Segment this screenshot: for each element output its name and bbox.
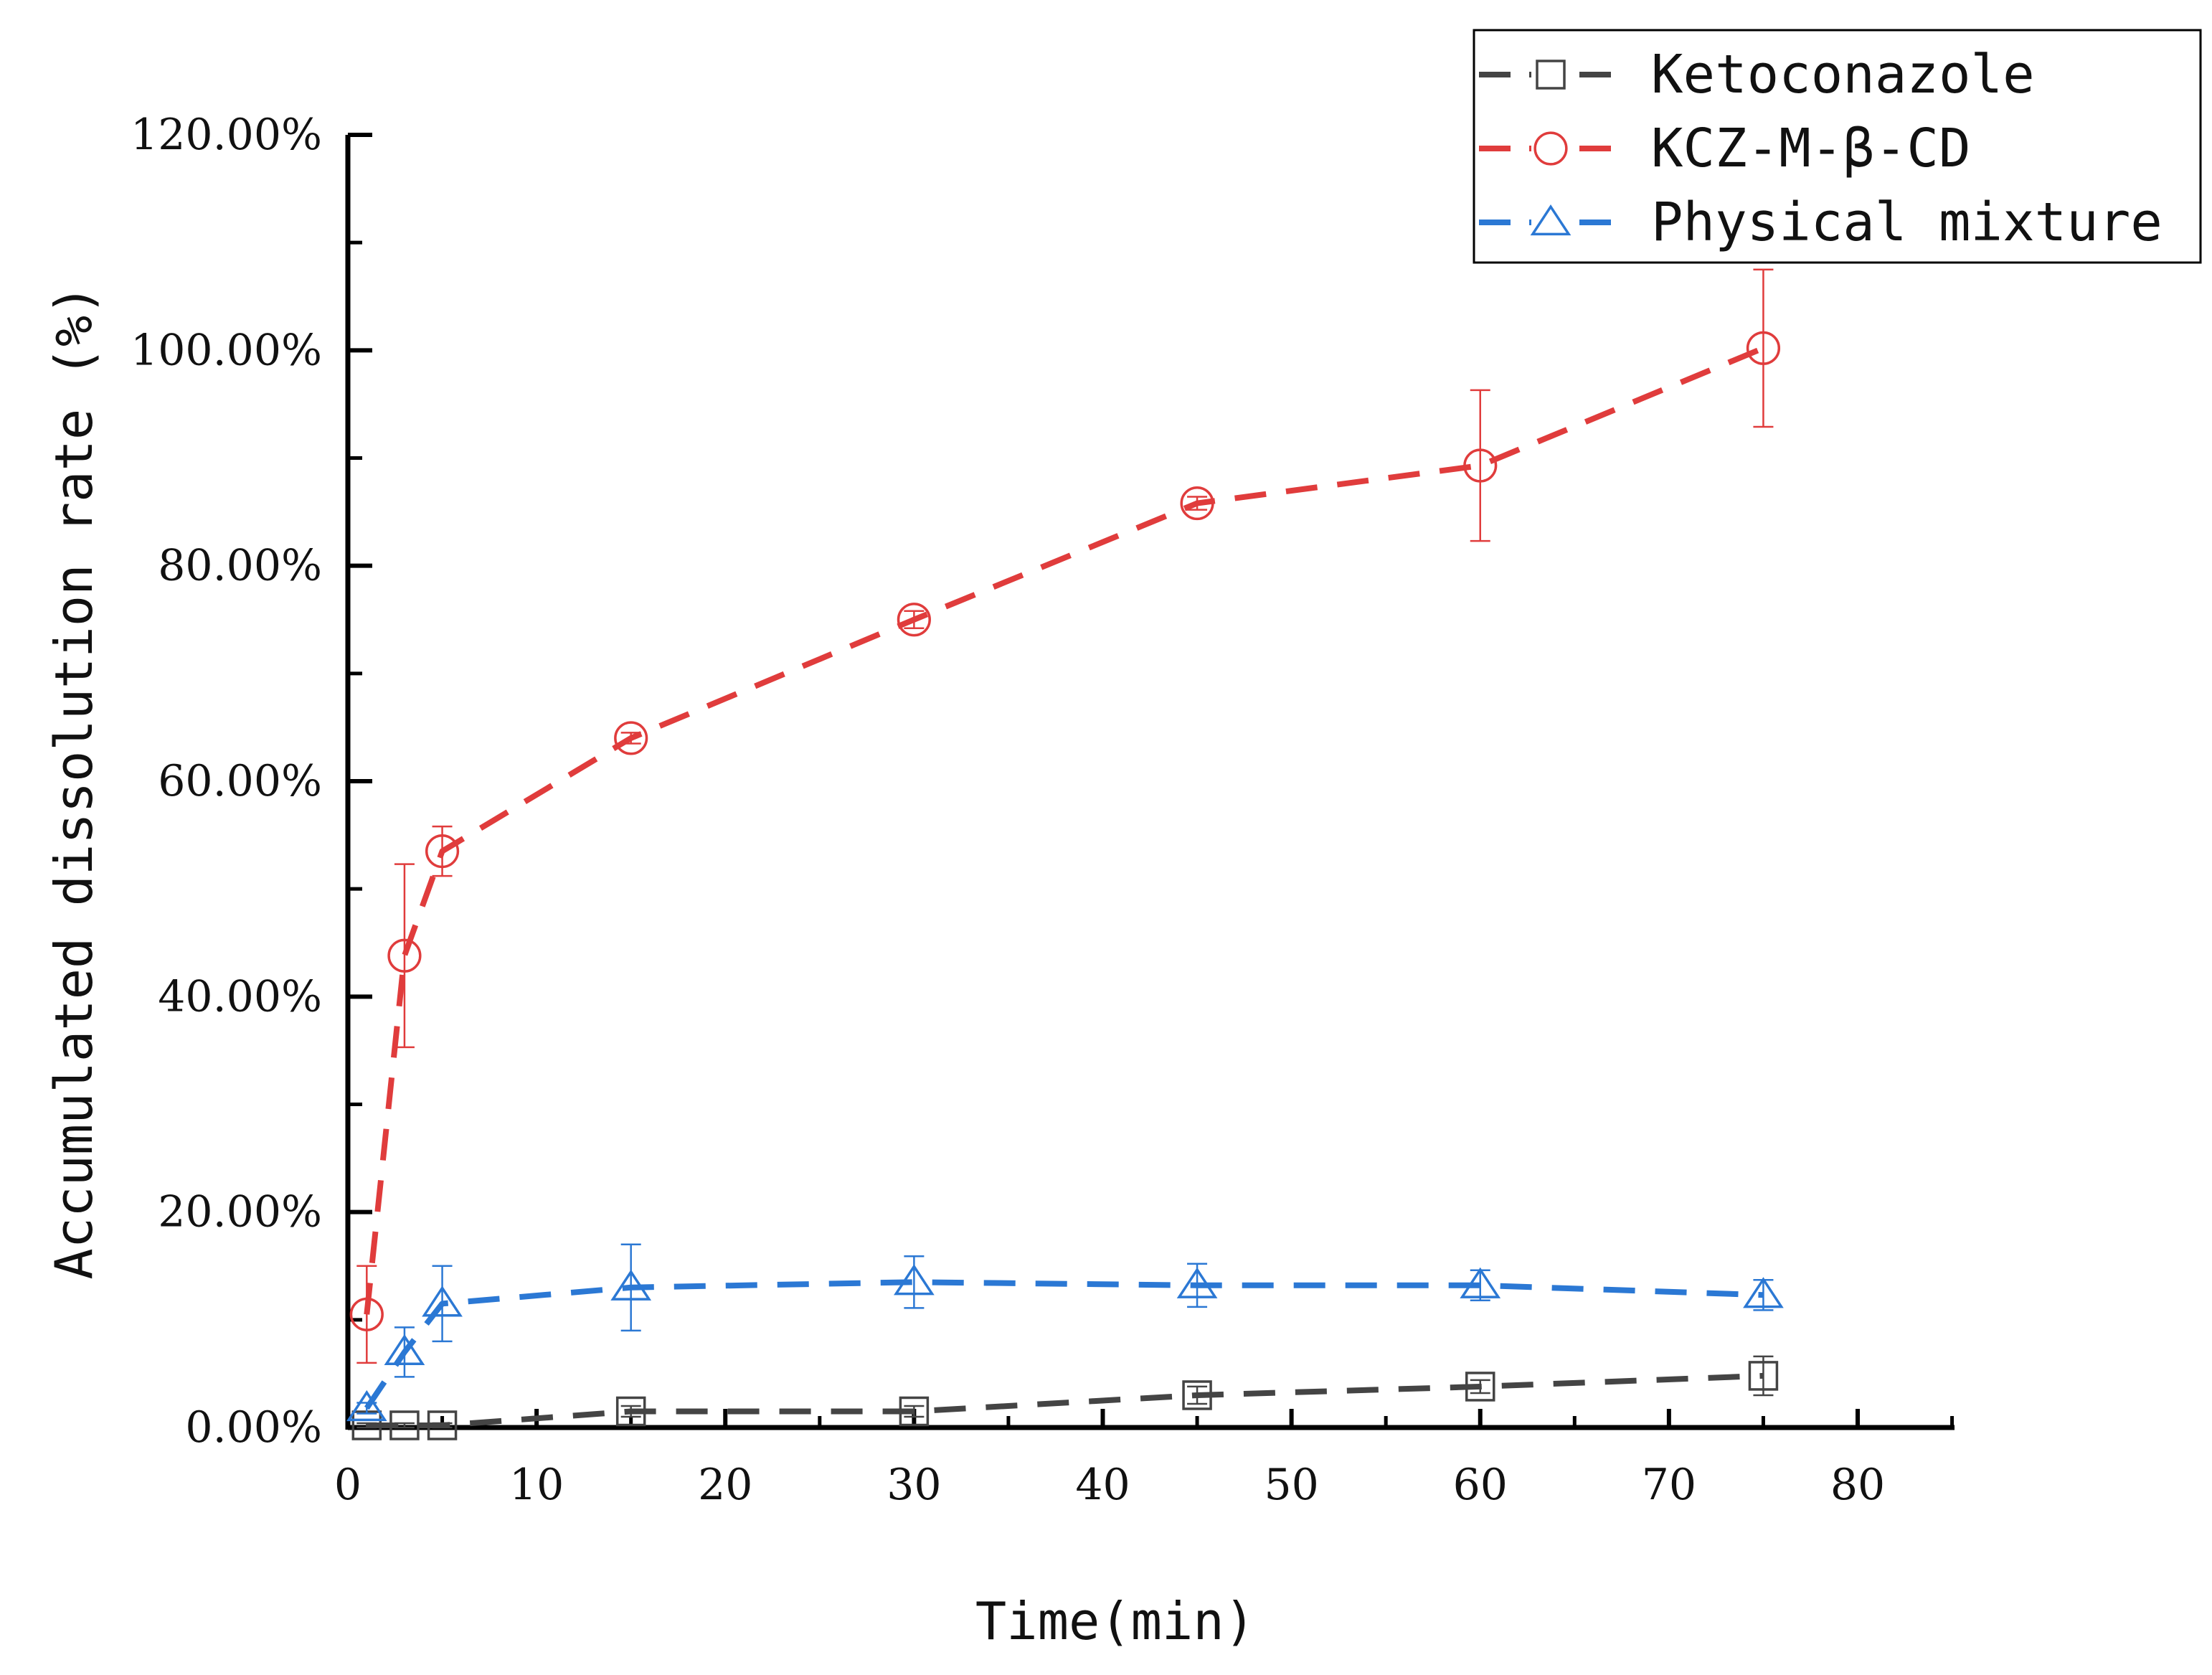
- legend-entry: KCZ-M-β-CD: [1479, 118, 1971, 179]
- data-point: [349, 1297, 384, 1331]
- x-tick-label: 10: [509, 1460, 564, 1510]
- x-tick-label: 0: [334, 1460, 361, 1510]
- x-tick-label: 60: [1453, 1460, 1508, 1510]
- legend-entry: Ketoconazole: [1479, 44, 2035, 105]
- data-point: [897, 603, 931, 637]
- series-3: [346, 1243, 1784, 1422]
- x-tick-label: 50: [1264, 1460, 1318, 1510]
- series-layer: [346, 268, 1784, 1440]
- data-point: [1743, 1277, 1784, 1308]
- data-point: [1180, 486, 1214, 521]
- data-point: [1176, 1267, 1218, 1298]
- x-tick-label: 70: [1642, 1460, 1696, 1510]
- data-point: [1460, 1267, 1501, 1298]
- y-axis-title: Accumulated dissolution rate (%): [44, 284, 104, 1279]
- data-point: [1465, 1372, 1495, 1402]
- data-point: [422, 1285, 463, 1317]
- data-point: [899, 1396, 930, 1427]
- y-tick-label: 60.00%: [158, 756, 322, 806]
- legend: Ketoconazole KCZ-M-β-CD Physical mixture: [1473, 29, 2202, 264]
- legend-marker-bg: [1531, 131, 1570, 166]
- data-point: [425, 834, 460, 869]
- data-point: [1748, 1361, 1779, 1391]
- series-line: [367, 1372, 1764, 1428]
- data-point: [1746, 331, 1781, 365]
- series-line: [364, 1279, 1764, 1410]
- legend-marker: [1533, 131, 1568, 166]
- y-tick-label: 120.00%: [131, 110, 322, 160]
- x-axis-title: Time(min): [975, 1591, 1255, 1651]
- axes-layer: 0 10 20 30 40 50 60 70 80 0.00% 20.00% 40.00% 60.00%…: [44, 110, 1955, 1651]
- data-point: [389, 1410, 420, 1440]
- y-tick-label: 20.00%: [158, 1187, 322, 1237]
- data-point: [1182, 1380, 1212, 1410]
- data-point: [346, 1389, 387, 1422]
- data-point: [614, 721, 648, 755]
- x-tick-label: 80: [1830, 1460, 1885, 1510]
- legend-label: Ketoconazole: [1651, 44, 2035, 105]
- series-line: [364, 345, 1764, 1315]
- data-point: [427, 1410, 458, 1440]
- data-point: [610, 1269, 652, 1301]
- legend-marker: [1536, 60, 1566, 90]
- data-point: [894, 1264, 935, 1296]
- legend-marker: [1530, 204, 1571, 236]
- legend-label: Physical mixture: [1651, 192, 2163, 253]
- data-point: [384, 1334, 425, 1366]
- y-tick-label: 100.00%: [131, 325, 322, 375]
- x-tick-label: 20: [698, 1460, 752, 1510]
- series-2: [349, 268, 1781, 1364]
- data-point: [387, 938, 422, 973]
- legend-label: KCZ-M-β-CD: [1651, 118, 1971, 179]
- y-tick-label: 0.00%: [185, 1402, 322, 1453]
- x-tick-label: 40: [1075, 1460, 1130, 1510]
- x-tick-label: 30: [887, 1460, 941, 1510]
- data-point: [1463, 448, 1498, 483]
- legend-entry: Physical mixture: [1479, 192, 2163, 253]
- y-tick-label: 40.00%: [158, 971, 322, 1021]
- series-1: [351, 1355, 1779, 1440]
- y-tick-label: 80.00%: [158, 541, 322, 591]
- data-point: [615, 1396, 646, 1427]
